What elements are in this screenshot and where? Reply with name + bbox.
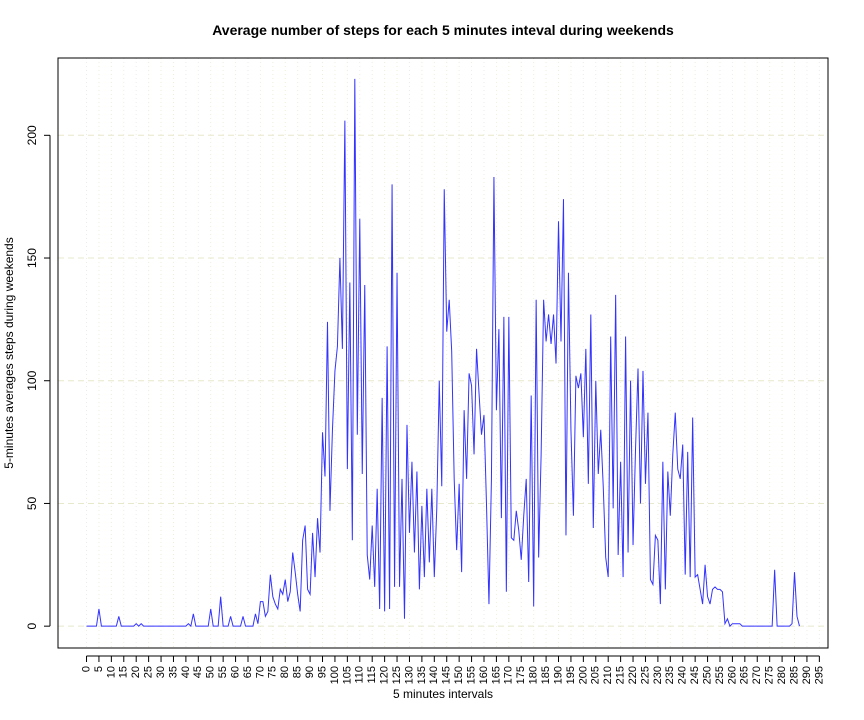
x-tick-label: 290: [801, 666, 813, 684]
chart-title: Average number of steps for each 5 minut…: [212, 22, 674, 38]
x-tick-label: 295: [813, 666, 825, 684]
x-tick-label: 265: [739, 666, 751, 684]
x-tick-label: 285: [788, 666, 800, 684]
x-tick-label: 240: [677, 666, 689, 684]
x-tick-label: 95: [316, 666, 328, 678]
y-tick-label: 0: [25, 623, 39, 630]
x-tick-label: 15: [118, 666, 130, 678]
x-tick-label: 110: [354, 666, 366, 684]
x-tick-label: 90: [304, 666, 316, 678]
x-tick-label: 115: [366, 666, 378, 684]
x-tick-label: 250: [701, 666, 713, 684]
plot-box: [57, 57, 829, 649]
x-tick-label: 275: [764, 666, 776, 684]
x-tick-label: 20: [130, 666, 142, 678]
y-tick-label: 150: [25, 248, 39, 268]
x-tick-label: 255: [714, 666, 726, 684]
x-tick-label: 280: [776, 666, 788, 684]
x-tick-label: 60: [229, 666, 241, 678]
x-tick-label: 5: [93, 666, 105, 672]
x-tick-label: 140: [428, 666, 440, 684]
x-tick-label: 160: [478, 666, 490, 684]
data-line: [86, 78, 800, 628]
x-tick-label: 270: [751, 666, 763, 684]
x-tick-label: 85: [292, 666, 304, 678]
x-tick-label: 180: [528, 666, 540, 684]
x-tick-label: 200: [577, 666, 589, 684]
x-tick-label: 210: [602, 666, 614, 684]
x-tick-label: 225: [639, 666, 651, 684]
x-tick-label: 185: [540, 666, 552, 684]
x-tick-label: 75: [267, 666, 279, 678]
x-tick-label: 205: [590, 666, 602, 684]
x-tick-label: 135: [416, 666, 428, 684]
x-tick-label: 80: [279, 666, 291, 678]
x-tick-label: 155: [465, 666, 477, 684]
x-tick-label: 215: [615, 666, 627, 684]
x-tick-label: 25: [143, 666, 155, 678]
x-tick-label: 230: [652, 666, 664, 684]
x-tick-label: 165: [490, 666, 502, 684]
x-tick-label: 220: [627, 666, 639, 684]
y-tick-label: 50: [25, 496, 39, 510]
x-tick-label: 260: [726, 666, 738, 684]
x-tick-label: 195: [565, 666, 577, 684]
x-tick-label: 130: [403, 666, 415, 684]
x-axis-label: 5 minutes intervals: [393, 687, 493, 701]
y-tick-label: 200: [25, 125, 39, 145]
y-axis-label: 5-minutes averages steps during weekends: [2, 237, 16, 468]
x-tick-label: 0: [80, 666, 92, 672]
x-tick-label: 55: [217, 666, 229, 678]
x-tick-label: 145: [441, 666, 453, 684]
x-tick-label: 50: [205, 666, 217, 678]
y-tick-label: 100: [25, 370, 39, 390]
x-tick-label: 245: [689, 666, 701, 684]
x-tick-label: 35: [167, 666, 179, 678]
x-tick-label: 125: [391, 666, 403, 684]
x-tick-label: 100: [329, 666, 341, 684]
x-tick-label: 190: [552, 666, 564, 684]
x-tick-label: 170: [503, 666, 515, 684]
x-tick-label: 65: [242, 666, 254, 678]
x-tick-label: 105: [341, 666, 353, 684]
x-tick-label: 45: [192, 666, 204, 678]
x-tick-label: 70: [254, 666, 266, 678]
x-tick-label: 30: [155, 666, 167, 678]
x-tick-label: 150: [453, 666, 465, 684]
x-tick-label: 10: [105, 666, 117, 678]
x-tick-label: 40: [180, 666, 192, 678]
x-tick-label: 120: [379, 666, 391, 684]
x-tick-label: 175: [515, 666, 527, 684]
x-tick-label: 235: [664, 666, 676, 684]
